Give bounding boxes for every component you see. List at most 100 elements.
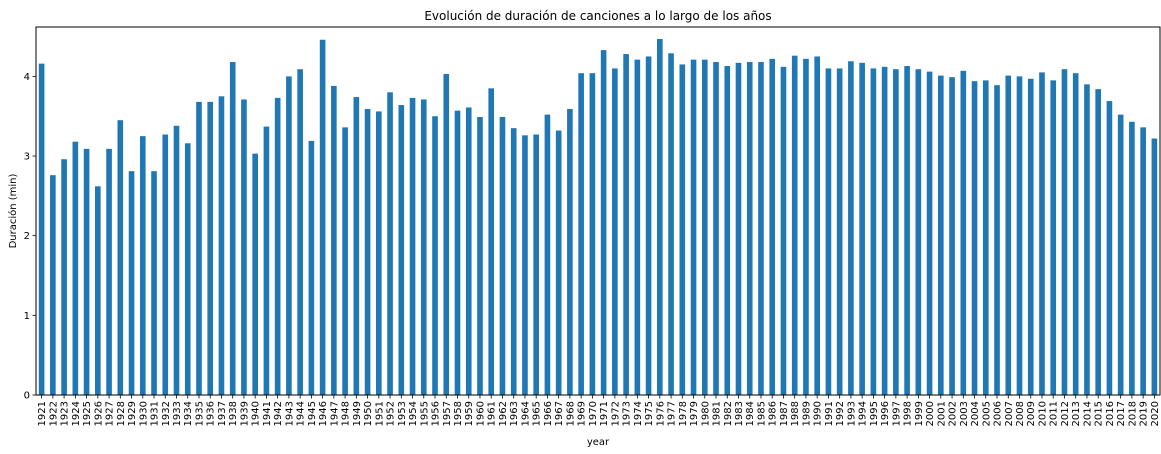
bar-2014 <box>1084 84 1090 395</box>
x-tick-label-1937: 1937 <box>217 401 228 426</box>
x-tick-label-1982: 1982 <box>723 401 734 426</box>
bar-2019 <box>1140 127 1146 396</box>
bar-1923 <box>61 159 67 395</box>
x-tick-label-1944: 1944 <box>296 401 307 426</box>
y-tick-label-0: 0 <box>24 391 30 402</box>
bar-2003 <box>960 70 967 395</box>
x-tick-label-2018: 2018 <box>1127 401 1138 426</box>
bar-1963 <box>510 128 517 395</box>
bar-1961 <box>488 88 495 395</box>
x-tick-label-1924: 1924 <box>71 401 82 426</box>
bar-1957 <box>443 74 450 395</box>
bar-1995 <box>870 68 877 396</box>
bar-1941 <box>263 126 270 395</box>
x-tick-label-1986: 1986 <box>768 401 779 426</box>
x-tick-label-1941: 1941 <box>262 401 273 426</box>
x-tick-label-1964: 1964 <box>520 401 531 426</box>
x-tick-label-1971: 1971 <box>599 401 610 426</box>
bar-1967 <box>555 130 562 396</box>
x-tick-label-2017: 2017 <box>1116 401 1127 426</box>
x-tick-label-1984: 1984 <box>745 401 756 426</box>
x-tick-label-2020: 2020 <box>1150 401 1161 426</box>
x-tick-label-1945: 1945 <box>307 401 318 426</box>
x-tick-label-1961: 1961 <box>487 401 498 426</box>
x-tick-label-1935: 1935 <box>194 401 205 426</box>
bar-2016 <box>1106 101 1113 395</box>
bar-1998 <box>904 66 910 395</box>
x-tick-label-1938: 1938 <box>228 401 239 426</box>
x-tick-label-1997: 1997 <box>891 401 902 426</box>
x-tick-label-1947: 1947 <box>329 401 340 426</box>
x-tick-label-1962: 1962 <box>498 401 509 426</box>
x-tick-label-1950: 1950 <box>363 401 374 426</box>
bar-1952 <box>387 92 393 395</box>
bar-1969 <box>578 73 584 395</box>
x-tick-label-2001: 2001 <box>936 401 947 426</box>
x-tick-label-1940: 1940 <box>251 401 262 426</box>
x-axis-label: year <box>587 437 610 448</box>
x-tick-label-1958: 1958 <box>453 401 464 426</box>
bar-2004 <box>971 81 978 395</box>
bar-1983 <box>735 62 742 396</box>
bar-1940 <box>252 153 258 395</box>
x-tick-label-1995: 1995 <box>869 401 880 426</box>
bar-1954 <box>409 97 416 395</box>
bar-2010 <box>1039 72 1045 396</box>
x-tick-label-1933: 1933 <box>172 401 183 426</box>
bar-1965 <box>533 134 539 395</box>
x-tick-label-1994: 1994 <box>858 401 869 426</box>
x-tick-label-1988: 1988 <box>790 401 801 426</box>
bar-1946 <box>319 39 326 396</box>
x-tick-label-1975: 1975 <box>644 401 655 426</box>
bar-1980 <box>701 59 708 395</box>
bar-2008 <box>1016 76 1023 395</box>
bar-1993 <box>848 61 854 395</box>
x-tick-label-2012: 2012 <box>1060 401 1071 426</box>
x-axis: 1921 1922 1923 1924 1925 1926 1927 1928 1929 1930… <box>37 395 1161 426</box>
x-tick-label-1968: 1968 <box>565 401 576 426</box>
x-tick-label-1965: 1965 <box>532 401 543 426</box>
bar-1988 <box>791 55 798 396</box>
x-tick-label-1951: 1951 <box>374 401 385 426</box>
bar-1932 <box>162 134 169 395</box>
x-tick-label-1954: 1954 <box>408 401 419 426</box>
bar-1942 <box>274 97 281 395</box>
y-tick-label-4: 4 <box>24 72 30 83</box>
x-tick-label-2015: 2015 <box>1094 401 1105 426</box>
x-tick-label-1923: 1923 <box>60 401 71 426</box>
bar-1997 <box>893 69 899 395</box>
x-tick-label-1932: 1932 <box>161 401 172 426</box>
x-tick-label-1926: 1926 <box>93 401 104 426</box>
x-tick-label-1993: 1993 <box>846 401 857 426</box>
bar-1984 <box>746 62 753 396</box>
x-tick-label-2005: 2005 <box>981 401 992 426</box>
bar-2017 <box>1117 114 1124 396</box>
y-axis-label: Duración (min) <box>7 173 19 248</box>
x-tick-label-1928: 1928 <box>116 401 127 426</box>
bar-1938 <box>229 62 236 396</box>
x-tick-label-1989: 1989 <box>801 401 812 426</box>
x-tick-label-1978: 1978 <box>678 401 689 426</box>
x-tick-label-2009: 2009 <box>1026 401 1037 426</box>
x-tick-label-2019: 2019 <box>1139 401 1150 426</box>
bar-1921 <box>38 63 45 395</box>
bar-2001 <box>938 75 944 395</box>
x-tick-label-1977: 1977 <box>667 401 678 426</box>
x-tick-label-1921: 1921 <box>37 401 48 426</box>
x-tick-label-2011: 2011 <box>1049 401 1060 426</box>
x-tick-label-1925: 1925 <box>82 401 93 426</box>
bar-1927 <box>106 148 112 395</box>
x-tick-label-1974: 1974 <box>633 401 644 426</box>
bar-2006 <box>994 85 1000 396</box>
x-tick-label-2006: 2006 <box>993 401 1004 426</box>
bar-1922 <box>50 175 56 395</box>
bar-1958 <box>454 110 461 395</box>
bar-2015 <box>1095 89 1101 395</box>
x-tick-label-2003: 2003 <box>959 401 970 426</box>
x-tick-label-1963: 1963 <box>509 401 520 426</box>
bar-2005 <box>982 80 989 396</box>
bar-1962 <box>499 117 506 395</box>
x-tick-label-1970: 1970 <box>588 401 599 426</box>
plot-frame <box>35 26 1161 396</box>
bar-1925 <box>83 148 90 395</box>
